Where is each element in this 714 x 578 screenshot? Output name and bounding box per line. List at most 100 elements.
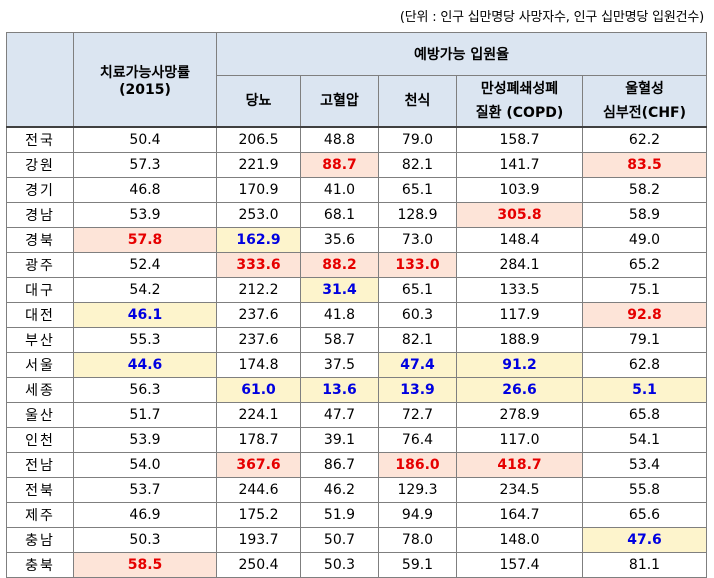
value-cell: 65.2: [581, 252, 708, 278]
region-cell: 세종: [6, 377, 74, 403]
header-treatable-title: 치료가능사망률: [99, 64, 191, 81]
value-cell: 48.8: [300, 126, 379, 153]
value-cell: 13.9: [378, 377, 457, 403]
table-row: 전국 50.4 206.5 48.8 79.0 158.7 62.2: [6, 126, 708, 153]
value-cell: 53.4: [581, 452, 708, 478]
value-cell: 41.8: [300, 302, 379, 328]
table-row: 서울 44.6 174.8 37.5 47.4 91.2 62.8: [6, 352, 708, 378]
value-cell: 39.1: [300, 427, 379, 453]
value-cell: 333.6: [216, 252, 301, 278]
value-cell: 221.9: [216, 152, 301, 178]
value-cell: 58.5: [73, 552, 217, 578]
table-row: 부산 55.3 237.6 58.7 82.1 188.9 79.1: [6, 327, 708, 353]
statistics-table: 치료가능사망률 (2015) 예방가능 입원율 당뇨 고혈압 천식 만성폐쇄성폐…: [6, 32, 708, 578]
table-row: 세종 56.3 61.0 13.6 13.9 26.6 5.1: [6, 377, 708, 403]
value-cell: 88.7: [300, 152, 379, 178]
value-cell: 58.7: [300, 327, 379, 353]
value-cell: 58.2: [581, 177, 708, 203]
table-row: 충남 50.3 193.7 50.7 78.0 148.0 47.6: [6, 527, 708, 553]
value-cell: 234.5: [456, 477, 583, 503]
region-cell: 전국: [6, 126, 74, 153]
value-cell: 68.1: [300, 202, 379, 228]
value-cell: 175.2: [216, 502, 301, 528]
value-cell: 72.7: [378, 402, 457, 428]
value-cell: 278.9: [456, 402, 583, 428]
value-cell: 41.0: [300, 177, 379, 203]
value-cell: 51.9: [300, 502, 379, 528]
value-cell: 57.8: [73, 227, 217, 253]
value-cell: 61.0: [216, 377, 301, 403]
header-chf: 울혈성 심부전(CHF): [581, 75, 708, 128]
table-row: 강원 57.3 221.9 88.7 82.1 141.7 83.5: [6, 152, 708, 178]
header-copd-line2: 질환 (COPD): [475, 105, 564, 121]
value-cell: 148.4: [456, 227, 583, 253]
region-cell: 경기: [6, 177, 74, 203]
value-cell: 128.9: [378, 202, 457, 228]
value-cell: 47.7: [300, 402, 379, 428]
region-cell: 경북: [6, 227, 74, 253]
value-cell: 47.4: [378, 352, 457, 378]
table-row: 대구 54.2 212.2 31.4 65.1 133.5 75.1: [6, 277, 708, 303]
region-cell: 충북: [6, 552, 74, 578]
header-diabetes: 당뇨: [216, 75, 301, 128]
value-cell: 50.3: [300, 552, 379, 578]
value-cell: 65.1: [378, 277, 457, 303]
value-cell: 54.2: [73, 277, 217, 303]
value-cell: 76.4: [378, 427, 457, 453]
table-row: 광주 52.4 333.6 88.2 133.0 284.1 65.2: [6, 252, 708, 278]
header-region-corner: [6, 32, 74, 128]
value-cell: 117.0: [456, 427, 583, 453]
value-cell: 46.9: [73, 502, 217, 528]
value-cell: 188.9: [456, 327, 583, 353]
value-cell: 62.8: [581, 352, 708, 378]
value-cell: 83.5: [581, 152, 708, 178]
table-row: 경기 46.8 170.9 41.0 65.1 103.9 58.2: [6, 177, 708, 203]
table-row: 전북 53.7 244.6 46.2 129.3 234.5 55.8: [6, 477, 708, 503]
value-cell: 26.6: [456, 377, 583, 403]
value-cell: 92.8: [581, 302, 708, 328]
value-cell: 164.7: [456, 502, 583, 528]
value-cell: 193.7: [216, 527, 301, 553]
value-cell: 55.3: [73, 327, 217, 353]
value-cell: 58.9: [581, 202, 708, 228]
value-cell: 50.7: [300, 527, 379, 553]
region-cell: 인천: [6, 427, 74, 453]
value-cell: 46.1: [73, 302, 217, 328]
value-cell: 367.6: [216, 452, 301, 478]
region-cell: 강원: [6, 152, 74, 178]
value-cell: 53.9: [73, 202, 217, 228]
value-cell: 284.1: [456, 252, 583, 278]
value-cell: 31.4: [300, 277, 379, 303]
value-cell: 129.3: [378, 477, 457, 503]
value-cell: 94.9: [378, 502, 457, 528]
value-cell: 5.1: [581, 377, 708, 403]
table-row: 인천 53.9 178.7 39.1 76.4 117.0 54.1: [6, 427, 708, 453]
value-cell: 253.0: [216, 202, 301, 228]
value-cell: 35.6: [300, 227, 379, 253]
value-cell: 13.6: [300, 377, 379, 403]
region-cell: 제주: [6, 502, 74, 528]
value-cell: 162.9: [216, 227, 301, 253]
unit-note: (단위 : 인구 십만명당 사망자수, 인구 십만명당 입원건수): [399, 10, 704, 25]
value-cell: 141.7: [456, 152, 583, 178]
region-cell: 서울: [6, 352, 74, 378]
value-cell: 91.2: [456, 352, 583, 378]
table-row: 충북 58.5 250.4 50.3 59.1 157.4 81.1: [6, 552, 708, 578]
region-cell: 전남: [6, 452, 74, 478]
value-cell: 82.1: [378, 327, 457, 353]
value-cell: 79.0: [378, 126, 457, 153]
value-cell: 158.7: [456, 126, 583, 153]
value-cell: 237.6: [216, 327, 301, 353]
value-cell: 65.1: [378, 177, 457, 203]
value-cell: 178.7: [216, 427, 301, 453]
value-cell: 79.1: [581, 327, 708, 353]
value-cell: 237.6: [216, 302, 301, 328]
value-cell: 44.6: [73, 352, 217, 378]
table-row: 제주 46.9 175.2 51.9 94.9 164.7 65.6: [6, 502, 708, 528]
value-cell: 103.9: [456, 177, 583, 203]
value-cell: 78.0: [378, 527, 457, 553]
value-cell: 250.4: [216, 552, 301, 578]
region-cell: 경남: [6, 202, 74, 228]
value-cell: 50.4: [73, 126, 217, 153]
region-cell: 대전: [6, 302, 74, 328]
